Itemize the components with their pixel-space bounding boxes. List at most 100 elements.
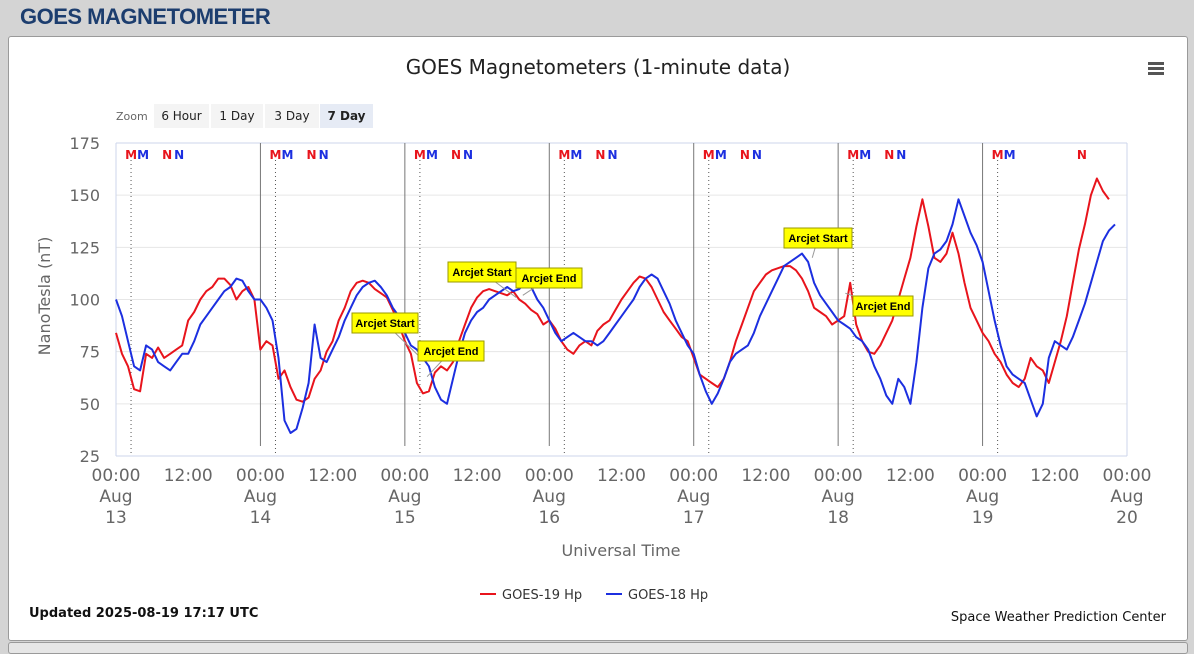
- x-tick-label: 00:00: [958, 466, 1007, 486]
- zoom-button-label: 6 Hour: [161, 109, 201, 123]
- x-tick-label: 15: [394, 508, 416, 528]
- x-tick-label: 00:00: [380, 466, 429, 486]
- x-tick-label: Aug: [99, 487, 132, 507]
- x-tick-label: 00:00: [236, 466, 285, 486]
- annotation-label: Arcjet End: [423, 346, 478, 358]
- x-tick-label: 12:00: [886, 466, 935, 486]
- x-tick-label: Aug: [388, 487, 421, 507]
- zoom-button-label: 1 Day: [219, 109, 254, 123]
- top-marker-n: N: [896, 148, 906, 162]
- x-tick-label: Aug: [1110, 487, 1143, 507]
- top-marker-n: N: [595, 148, 605, 162]
- top-marker-m: M: [715, 148, 727, 162]
- zoom-button-bg: [265, 104, 319, 128]
- updated-timestamp: Updated 2025-08-19 17:17 UTC: [29, 606, 258, 621]
- x-tick-label: 12:00: [597, 466, 646, 486]
- x-tick-label: Aug: [822, 487, 855, 507]
- annotation-label: Arcjet Start: [452, 267, 512, 279]
- zoom-button-label: 3 Day: [274, 109, 309, 123]
- y-tick-label: 100: [69, 291, 100, 310]
- x-tick-label: 00:00: [1103, 466, 1152, 486]
- zoom-button-bg: [154, 104, 209, 128]
- top-marker-m: M: [414, 148, 426, 162]
- chart-title: GOES Magnetometers (1-minute data): [406, 55, 791, 79]
- x-tick-label: 12:00: [1030, 466, 1079, 486]
- x-tick-label: 00:00: [669, 466, 718, 486]
- legend-item-goes-18[interactable]: GOES-18 Hp: [606, 588, 708, 603]
- x-tick-label: 18: [827, 508, 849, 528]
- y-tick-label: 150: [69, 186, 100, 205]
- zoom-button-7-day[interactable]: 7 Day: [320, 104, 373, 128]
- credit-text: Space Weather Prediction Center: [951, 610, 1167, 625]
- top-marker-m: M: [703, 148, 715, 162]
- top-marker-m: M: [859, 148, 871, 162]
- x-tick-label: 20: [1116, 508, 1138, 528]
- series-line-goes-19: [115, 177, 1110, 403]
- zoom-button-6-hour[interactable]: 6 Hour: [154, 104, 209, 128]
- x-tick-label: 12:00: [741, 466, 790, 486]
- legend-item-goes-19[interactable]: GOES-19 Hp: [480, 588, 582, 603]
- top-marker-n: N: [884, 148, 894, 162]
- y-tick-label: 75: [80, 343, 100, 362]
- annotation-box: [783, 227, 853, 249]
- top-marker-m: M: [137, 148, 149, 162]
- series-line-goes-18: [115, 198, 1116, 434]
- x-tick-label: 00:00: [814, 466, 863, 486]
- zoom-button-bg: [211, 104, 263, 128]
- x-tick-label: 16: [538, 508, 560, 528]
- x-tick-label: Aug: [533, 487, 566, 507]
- annotation-label: Arcjet Start: [355, 318, 415, 330]
- y-axis-title: NanoTesla (nT): [35, 237, 54, 356]
- annotation-label: Arcjet Start: [788, 233, 848, 245]
- x-tick-label: 12:00: [453, 466, 502, 486]
- page-title: GOES MAGNETOMETER: [20, 4, 271, 29]
- chart-panel: [8, 36, 1188, 641]
- zoom-label: Zoom: [116, 110, 148, 123]
- top-marker-n: N: [463, 148, 473, 162]
- x-tick-label: Aug: [966, 487, 999, 507]
- x-tick-label: 13: [105, 508, 127, 528]
- x-axis-title: Universal Time: [561, 541, 680, 560]
- y-tick-label: 25: [80, 447, 100, 466]
- top-marker-n: N: [740, 148, 750, 162]
- legend-label: GOES-18 Hp: [628, 588, 708, 603]
- top-marker-m: M: [1004, 148, 1016, 162]
- top-marker-m: M: [282, 148, 294, 162]
- annotation-label: Arcjet End: [521, 273, 576, 285]
- x-tick-label: Aug: [677, 487, 710, 507]
- y-tick-label: 50: [80, 395, 100, 414]
- chart-menu-icon[interactable]: [1143, 56, 1169, 80]
- annotation-box: [351, 312, 419, 334]
- x-tick-label: Aug: [244, 487, 277, 507]
- y-tick-label: 125: [69, 238, 100, 257]
- zoom-button-1-day[interactable]: 1 Day: [211, 104, 263, 128]
- top-marker-m: M: [847, 148, 859, 162]
- x-tick-label: 12:00: [164, 466, 213, 486]
- zoom-button-3-day[interactable]: 3 Day: [265, 104, 319, 128]
- x-tick-label: 14: [250, 508, 272, 528]
- annotation-box: [515, 267, 583, 289]
- legend-label: GOES-19 Hp: [502, 588, 582, 603]
- y-tick-label: 175: [69, 134, 100, 153]
- annotation-label: Arcjet End: [855, 301, 910, 313]
- top-marker-n: N: [174, 148, 184, 162]
- x-tick-label: 19: [972, 508, 994, 528]
- top-marker-m: M: [269, 148, 281, 162]
- top-marker-n: N: [607, 148, 617, 162]
- zoom-button-label: 7 Day: [327, 109, 365, 123]
- x-tick-label: 17: [683, 508, 705, 528]
- top-marker-n: N: [162, 148, 172, 162]
- top-marker-m: M: [992, 148, 1004, 162]
- x-tick-label: 00:00: [92, 466, 141, 486]
- top-marker-m: M: [125, 148, 137, 162]
- annotation-box: [417, 340, 485, 362]
- top-marker-n: N: [319, 148, 329, 162]
- top-marker-m: M: [570, 148, 582, 162]
- annotation-box: [852, 295, 914, 317]
- top-marker-m: M: [558, 148, 570, 162]
- top-marker-n: N: [307, 148, 317, 162]
- top-marker-n: N: [752, 148, 762, 162]
- zoom-button-bg: [320, 104, 373, 128]
- top-marker-n: N: [1077, 148, 1087, 162]
